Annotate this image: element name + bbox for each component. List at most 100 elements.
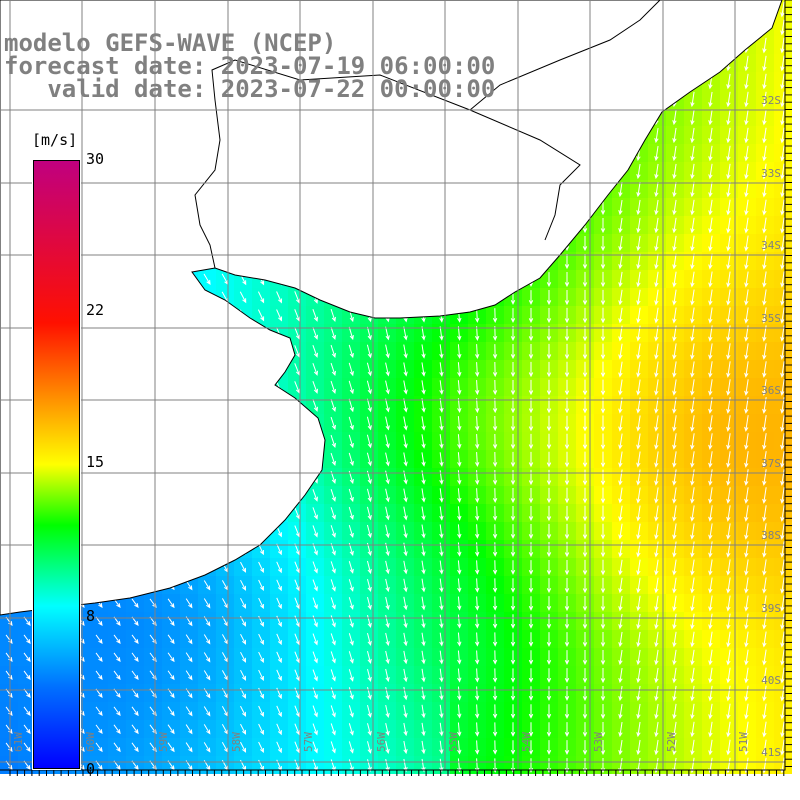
wind-arrow xyxy=(762,37,767,54)
wind-arrow xyxy=(672,523,677,540)
wind-arrow xyxy=(510,506,516,522)
wind-arrow xyxy=(474,740,480,755)
wind-arrow xyxy=(762,415,767,432)
wind-arrow xyxy=(690,613,695,630)
wind-arrow xyxy=(636,199,641,216)
wind-arrow xyxy=(726,433,731,450)
wind-arrow xyxy=(762,253,767,270)
wind-arrow xyxy=(654,631,659,648)
wind-arrow xyxy=(366,380,372,395)
wind-arrow xyxy=(131,724,139,735)
wind-arrow xyxy=(636,217,641,234)
wind-arrow xyxy=(330,416,336,431)
wind-arrow xyxy=(421,758,426,773)
wind-arrow xyxy=(672,271,677,288)
wind-arrow xyxy=(690,667,695,684)
wind-arrow xyxy=(457,524,462,539)
wind-arrow xyxy=(780,163,785,180)
wind-arrow xyxy=(726,451,731,468)
wind-arrow xyxy=(690,145,695,162)
wind-arrow xyxy=(762,163,767,180)
wind-arrow xyxy=(312,651,318,664)
wind-arrow xyxy=(421,686,426,701)
wind-arrow xyxy=(95,652,103,663)
wind-arrow xyxy=(780,739,785,756)
wind-arrow xyxy=(744,613,749,630)
wind-arrow xyxy=(690,469,695,486)
wind-arrow xyxy=(385,704,390,719)
wind-arrow xyxy=(690,523,695,540)
wind-arrow xyxy=(672,433,677,450)
wind-arrow xyxy=(510,650,516,665)
wind-arrow xyxy=(312,597,318,610)
wind-arrow xyxy=(618,469,623,486)
wind-arrow xyxy=(203,742,211,753)
wind-arrow xyxy=(403,704,408,719)
wind-arrow xyxy=(385,506,390,521)
wind-arrow xyxy=(708,217,713,234)
wind-arrow xyxy=(654,181,659,198)
wind-arrow xyxy=(618,361,623,378)
wind-arrow xyxy=(780,145,785,162)
wind-arrow xyxy=(780,127,785,144)
wind-arrow xyxy=(672,469,677,486)
wind-arrow xyxy=(348,561,354,574)
wind-arrow xyxy=(762,127,767,144)
wind-arrow xyxy=(654,361,659,378)
wind-arrow xyxy=(475,380,480,396)
wind-arrow xyxy=(439,686,444,701)
wind-arrow xyxy=(546,307,552,324)
wind-arrow xyxy=(564,614,570,630)
wind-arrow xyxy=(672,595,677,612)
wind-arrow xyxy=(312,507,318,520)
wind-arrow xyxy=(618,289,623,306)
land-mass xyxy=(0,0,783,616)
wind-arrow xyxy=(475,488,480,503)
wind-arrow xyxy=(546,722,552,737)
title-valid-date: valid date: 2023-07-22 00:00:00 xyxy=(4,75,496,103)
wind-arrow xyxy=(708,631,713,648)
wind-arrow xyxy=(528,343,534,360)
wind-arrow xyxy=(618,433,623,450)
wind-arrow xyxy=(312,741,318,754)
wind-arrow xyxy=(744,91,749,108)
wind-arrow xyxy=(421,650,426,665)
wind-arrow xyxy=(348,687,354,700)
wind-arrow xyxy=(439,560,444,575)
wind-arrow xyxy=(276,291,283,304)
wind-arrow xyxy=(403,560,408,575)
wind-arrow xyxy=(203,598,211,609)
wind-arrow xyxy=(708,181,713,198)
wind-arrow xyxy=(330,380,336,395)
wind-arrow xyxy=(564,740,570,756)
wind-arrow xyxy=(439,650,444,665)
wind-arrow xyxy=(457,722,462,737)
wind-arrow xyxy=(439,722,444,737)
wind-arrow xyxy=(546,415,552,432)
wind-arrow xyxy=(600,613,606,630)
wind-arrow xyxy=(654,451,659,468)
wind-arrow xyxy=(744,577,749,594)
wind-arrow xyxy=(726,361,731,378)
wind-arrow xyxy=(492,344,498,360)
wind-arrow xyxy=(510,524,516,540)
wind-arrow xyxy=(780,415,785,432)
lon-label: 51W xyxy=(737,732,750,752)
wind-arrow xyxy=(348,615,354,628)
wind-arrow xyxy=(672,361,677,378)
wind-arrow xyxy=(294,669,300,682)
wind-arrow xyxy=(348,741,354,754)
wind-arrow xyxy=(330,651,336,664)
wind-arrow xyxy=(492,560,498,575)
wind-arrow xyxy=(582,253,588,270)
wind-arrow xyxy=(546,505,552,522)
wind-arrow xyxy=(312,381,319,394)
wind-arrow xyxy=(708,127,713,144)
wind-arrow xyxy=(492,506,498,522)
wind-arrow xyxy=(492,578,498,593)
wind-arrow xyxy=(600,235,606,252)
wind-arrow xyxy=(636,523,641,540)
wind-arrow xyxy=(582,487,588,504)
wind-arrow xyxy=(618,217,623,234)
wind-arrow xyxy=(636,667,641,684)
